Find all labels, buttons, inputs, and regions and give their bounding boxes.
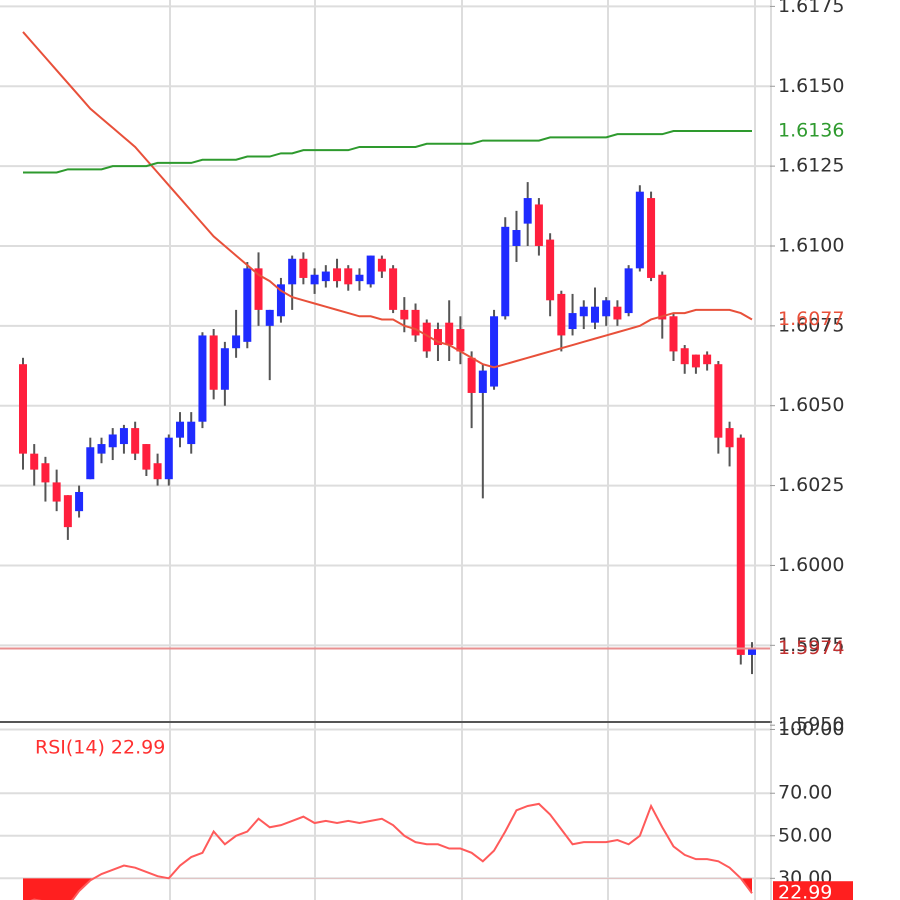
candle-body [411, 309, 420, 336]
candle-body [400, 309, 409, 320]
y-tick-label: 1.6125 [778, 155, 844, 177]
candle-body [153, 463, 162, 480]
candle-body [198, 335, 207, 422]
price-tag: 1.5974 [778, 637, 844, 659]
candle-body [647, 198, 656, 278]
candle-body [321, 271, 330, 282]
candle-body [220, 348, 229, 390]
moving-average [23, 129, 752, 174]
time-grid [169, 0, 756, 900]
y-tick-label: 1.6100 [778, 234, 844, 256]
y-tick-label: 1.6000 [778, 554, 844, 576]
candle-body [119, 428, 128, 445]
candle-body [243, 268, 252, 342]
candle-body [568, 313, 577, 330]
candle-body [377, 258, 386, 272]
y-tick-label: 1.6050 [778, 394, 844, 416]
candle-body [288, 258, 297, 285]
candle-body [19, 364, 27, 454]
candle-body [467, 357, 476, 393]
candle-body [86, 447, 95, 480]
candle-body [635, 191, 644, 269]
rsi-line [30, 802, 753, 900]
candle-body [725, 428, 734, 448]
y-tick-label: 100.00 [778, 718, 844, 740]
candle-body [669, 316, 678, 352]
candle-body [557, 293, 566, 336]
oversold-fill [23, 878, 752, 900]
candle-body [691, 354, 700, 368]
candle-body [299, 258, 308, 278]
candle-body [389, 268, 398, 310]
candle-body [579, 306, 588, 317]
candle-body [433, 329, 442, 346]
candle-body [97, 444, 106, 454]
y-tick-label: 1.6150 [778, 75, 844, 97]
candle-body [546, 239, 555, 301]
candle-body [187, 421, 196, 445]
candle-body [501, 226, 510, 317]
candle-body [523, 198, 532, 224]
candle-body [310, 274, 319, 285]
candle-body [265, 309, 274, 326]
y-tick-label: 1.6175 [778, 0, 844, 17]
candle-body [703, 354, 712, 365]
rsi-tag-bg [773, 881, 853, 900]
candle-body [534, 204, 543, 246]
candle-body [445, 322, 454, 346]
candle-body [624, 268, 633, 314]
y-tick-label: 50.00 [778, 824, 832, 846]
moving-average [22, 31, 753, 369]
candle-body [254, 268, 263, 310]
y-tick-label: 1.6025 [778, 474, 844, 496]
oversold-area [23, 878, 752, 900]
candle-body [714, 364, 723, 438]
candle-body [164, 437, 173, 480]
candle-body [176, 421, 185, 438]
candle-body [209, 335, 218, 390]
candle-body [490, 316, 499, 387]
candle-body [590, 306, 599, 323]
y-tick-label: 70.00 [778, 782, 832, 804]
rsi-tag: 22.99 [778, 882, 832, 900]
candle-body [41, 463, 50, 483]
candle-body [276, 284, 285, 317]
y-tick-label: 1.6075 [778, 314, 844, 336]
candle-body [512, 230, 521, 246]
candle-body [344, 268, 353, 285]
plot-area [0, 728, 770, 900]
candle-body [478, 370, 487, 393]
candle-body [232, 335, 241, 349]
candle-body [613, 306, 622, 320]
candle-body [30, 453, 39, 470]
y-tick-label: 1.5975 [778, 634, 844, 656]
price-tag: 1.6077 [778, 308, 844, 330]
candle-body [456, 329, 465, 352]
candle-body [680, 348, 689, 365]
candle-body [602, 300, 611, 317]
candle-body [748, 648, 756, 655]
plot-area [0, 5, 770, 675]
price-tag: 1.6136 [778, 119, 844, 141]
candle-body [75, 491, 84, 512]
candle-body [52, 482, 61, 502]
candle-body [108, 434, 117, 448]
rsi-title: RSI(14) 22.99 [35, 737, 165, 759]
candle-body [658, 274, 667, 320]
candle-body [142, 444, 151, 470]
candle-body [366, 255, 375, 285]
y-tick-label: 1.5950 [778, 714, 844, 736]
candle-body [63, 495, 72, 528]
candle-body [333, 268, 342, 282]
candle-body [131, 428, 140, 454]
candle-body [736, 437, 745, 655]
candle-body [422, 322, 431, 352]
candle-body [355, 274, 364, 282]
